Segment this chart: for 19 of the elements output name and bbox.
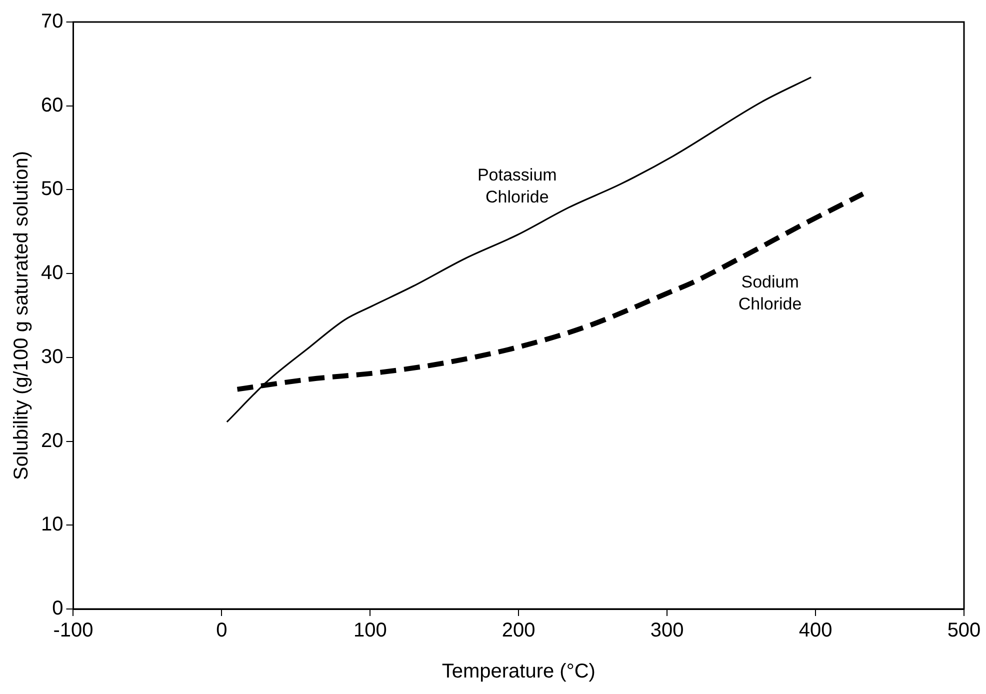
- x-tick-label: 300: [650, 620, 684, 642]
- x-tick-label: 400: [798, 620, 832, 642]
- x-tick-label: 100: [353, 620, 387, 642]
- y-tick-label: 50: [40, 178, 64, 200]
- x-axis-title: Temperature (°C): [442, 660, 596, 683]
- series-label: Potassium Chloride: [477, 166, 557, 207]
- y-tick-label: 60: [40, 94, 64, 116]
- y-axis-title: Solubility (g/100 g saturated solution): [10, 150, 33, 480]
- x-tick-label: -100: [53, 620, 94, 642]
- y-tick-label: 0: [52, 598, 64, 620]
- y-tick-label: 70: [40, 10, 64, 33]
- x-tick-label: 200: [502, 620, 536, 642]
- y-tick-label: 30: [40, 346, 64, 368]
- y-tick-label: 20: [40, 430, 64, 452]
- x-tick-label: 500: [947, 620, 981, 642]
- y-tick-label: 10: [40, 514, 64, 536]
- y-tick-label: 40: [40, 262, 64, 284]
- series-label: Sodium Chloride: [738, 272, 802, 314]
- x-tick-label: 0: [216, 620, 228, 642]
